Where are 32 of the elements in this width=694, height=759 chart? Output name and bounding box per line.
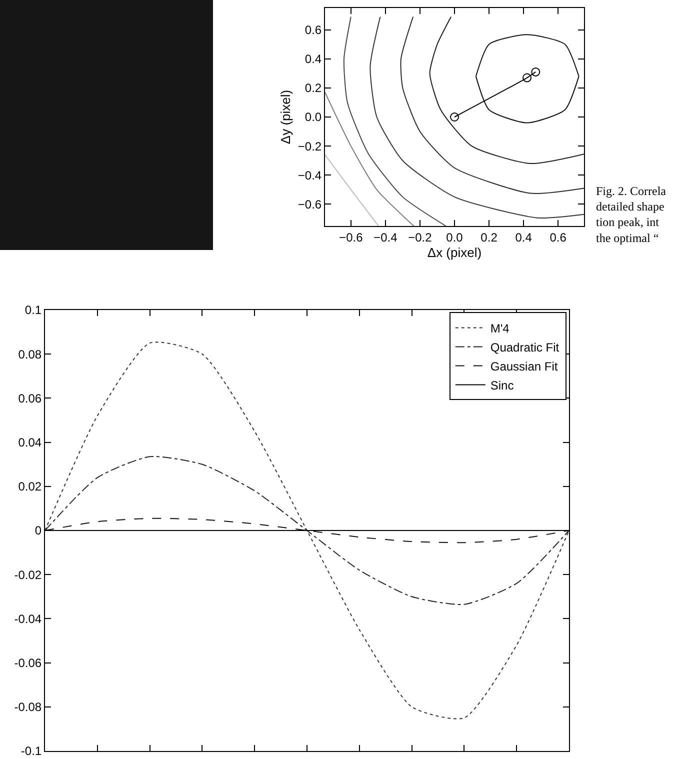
y-tick-label: 0.1 [24, 303, 42, 318]
y-tick-label: 0.02 [18, 480, 42, 494]
y-tick-label: -0.06 [14, 656, 42, 670]
y-tick-label: 0.06 [18, 391, 42, 406]
y-tick-label: 0.4 [304, 52, 322, 66]
y-tick-label: −0.6 [298, 197, 322, 212]
x-tick-label: −0.2 [408, 230, 432, 244]
x-tick-label: 0.4 [515, 230, 532, 244]
x-tick-label: 0.0 [446, 230, 464, 244]
y-tick-label: -0.02 [14, 568, 42, 582]
y-tick-label: 0.6 [304, 23, 322, 37]
y-tick-label: −0.4 [298, 168, 322, 182]
y-tick-label: 0.04 [18, 436, 42, 450]
x-axis-title: Δx (pixel) [427, 245, 482, 260]
legend-label: M'4 [490, 321, 510, 336]
y-tick-label: -0.04 [14, 612, 42, 626]
y-tick-label: 0.08 [18, 347, 42, 362]
caption: Fig. 2. Correla detailed shape tion peak, int the optimal “ [596, 184, 667, 245]
x-tick-label: 0.6 [550, 230, 567, 244]
x-tick-label: −0.6 [339, 230, 364, 244]
y-tick-label: 0 [34, 524, 42, 538]
y-tick-label: -0.1 [20, 744, 42, 758]
legend-label: Quadratic Fit [490, 340, 560, 354]
legend-label: Sinc [490, 378, 514, 392]
x-tick-label: −0.4 [374, 230, 398, 244]
y-tick-label: 0.2 [304, 81, 322, 96]
y-tick-label: 0.0 [304, 110, 322, 124]
legend-label: Gaussian Fit [490, 359, 558, 374]
y-tick-label: -0.08 [14, 700, 42, 714]
y-axis-title: Δy (pixel) [278, 90, 293, 144]
x-tick-label: 0.2 [480, 230, 498, 244]
y-tick-label: −0.2 [298, 139, 322, 154]
